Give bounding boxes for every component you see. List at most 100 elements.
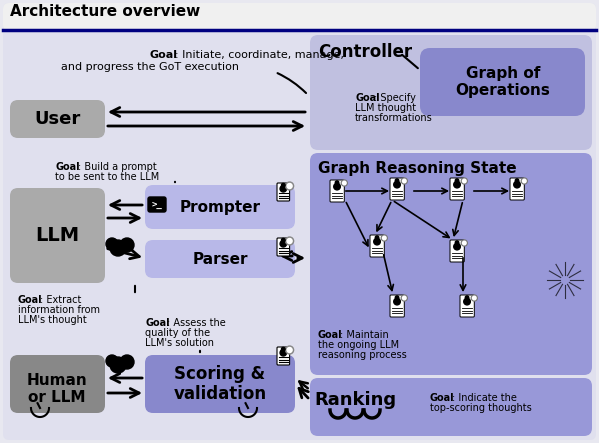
Circle shape (403, 179, 406, 183)
FancyBboxPatch shape (277, 238, 289, 256)
FancyBboxPatch shape (10, 188, 105, 283)
Circle shape (286, 182, 294, 190)
FancyBboxPatch shape (310, 153, 592, 375)
Circle shape (471, 295, 477, 301)
FancyBboxPatch shape (390, 295, 404, 317)
Circle shape (383, 236, 386, 240)
Text: : Maintain: : Maintain (340, 330, 389, 340)
Text: LLM thought: LLM thought (355, 103, 416, 113)
FancyBboxPatch shape (330, 180, 344, 202)
Circle shape (280, 186, 286, 192)
FancyBboxPatch shape (10, 100, 105, 138)
Text: Controller: Controller (318, 43, 412, 61)
Circle shape (376, 236, 379, 239)
Text: Architecture overview: Architecture overview (10, 4, 200, 19)
Circle shape (287, 183, 292, 189)
Text: and progress the GoT execution: and progress the GoT execution (61, 62, 239, 72)
Text: Graph of
Operations: Graph of Operations (456, 66, 550, 98)
Circle shape (515, 179, 519, 183)
FancyBboxPatch shape (310, 35, 592, 150)
Circle shape (286, 346, 294, 354)
Circle shape (461, 178, 467, 184)
Circle shape (394, 181, 400, 188)
Text: Graph Reasoning State: Graph Reasoning State (318, 161, 516, 176)
Text: LLM: LLM (35, 225, 79, 245)
Text: Parser: Parser (192, 252, 248, 267)
Text: Goal: Goal (150, 50, 178, 60)
Text: : Extract: : Extract (40, 295, 81, 305)
Circle shape (287, 347, 292, 353)
Text: Ranking: Ranking (314, 391, 396, 409)
Circle shape (110, 357, 126, 373)
Circle shape (401, 178, 407, 184)
Circle shape (282, 238, 285, 242)
Text: LLM's solution: LLM's solution (145, 338, 214, 348)
Circle shape (465, 296, 469, 299)
FancyBboxPatch shape (148, 197, 166, 212)
Circle shape (453, 181, 461, 188)
Circle shape (462, 179, 466, 183)
Circle shape (280, 350, 286, 356)
Circle shape (395, 296, 399, 299)
Circle shape (341, 180, 347, 186)
Circle shape (286, 237, 294, 245)
Text: : Initiate, coordinate, manage,: : Initiate, coordinate, manage, (175, 50, 344, 60)
Circle shape (473, 296, 476, 300)
Circle shape (335, 181, 339, 184)
Text: transformations: transformations (355, 113, 432, 123)
Text: reasoning process: reasoning process (318, 350, 407, 360)
Text: information from: information from (18, 305, 100, 315)
Circle shape (455, 179, 459, 183)
Text: Goal: Goal (318, 330, 343, 340)
Text: : Build a prompt: : Build a prompt (78, 162, 157, 172)
Text: >_: >_ (152, 200, 162, 209)
FancyBboxPatch shape (310, 378, 592, 436)
Circle shape (462, 241, 466, 245)
FancyBboxPatch shape (3, 3, 596, 440)
FancyBboxPatch shape (370, 235, 385, 257)
Text: to be sent to the LLM: to be sent to the LLM (55, 172, 159, 182)
Text: Goal: Goal (430, 393, 455, 403)
Circle shape (455, 241, 459, 245)
FancyBboxPatch shape (277, 347, 289, 365)
Circle shape (106, 238, 118, 250)
Circle shape (461, 240, 467, 246)
FancyBboxPatch shape (460, 295, 474, 317)
Text: Human
or LLM: Human or LLM (26, 373, 87, 405)
Circle shape (514, 181, 521, 188)
Circle shape (403, 296, 406, 300)
FancyBboxPatch shape (10, 355, 105, 413)
FancyBboxPatch shape (145, 355, 295, 413)
Text: Prompter: Prompter (180, 199, 261, 214)
Text: the ongoing LLM: the ongoing LLM (318, 340, 399, 350)
Text: : Specify: : Specify (374, 93, 416, 103)
Text: Scoring &
validation: Scoring & validation (174, 365, 267, 404)
FancyBboxPatch shape (145, 240, 295, 278)
Circle shape (120, 355, 134, 369)
FancyBboxPatch shape (450, 178, 464, 200)
Circle shape (464, 298, 470, 305)
Text: LLM's thought: LLM's thought (18, 315, 87, 325)
Circle shape (106, 355, 118, 367)
FancyBboxPatch shape (420, 48, 585, 116)
Circle shape (334, 183, 340, 190)
Text: : Indicate the: : Indicate the (452, 393, 517, 403)
Circle shape (401, 295, 407, 301)
Text: : Assess the: : Assess the (167, 318, 226, 328)
FancyBboxPatch shape (3, 3, 596, 31)
Circle shape (282, 183, 285, 187)
FancyBboxPatch shape (145, 185, 295, 229)
Circle shape (394, 298, 400, 305)
FancyBboxPatch shape (390, 178, 404, 200)
Text: quality of the: quality of the (145, 328, 210, 338)
Circle shape (522, 179, 526, 183)
Circle shape (110, 240, 126, 256)
Text: Goal: Goal (18, 295, 43, 305)
Circle shape (287, 238, 292, 244)
Text: top-scoring thoughts: top-scoring thoughts (430, 403, 532, 413)
FancyBboxPatch shape (277, 183, 289, 201)
Circle shape (374, 238, 380, 245)
Circle shape (382, 235, 388, 241)
Text: User: User (34, 110, 80, 128)
Circle shape (282, 347, 285, 351)
